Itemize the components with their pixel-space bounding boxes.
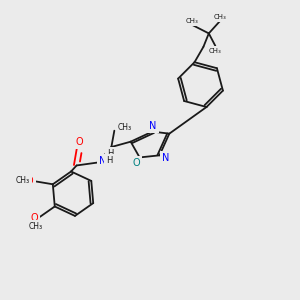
Text: N: N — [162, 153, 170, 163]
Text: N: N — [149, 121, 157, 130]
Text: O: O — [31, 213, 38, 224]
Text: H: H — [106, 157, 112, 166]
Text: CH₃: CH₃ — [214, 14, 226, 20]
Text: O: O — [26, 176, 34, 186]
Text: O: O — [76, 137, 83, 147]
Text: N: N — [99, 156, 106, 166]
Text: CH₃: CH₃ — [209, 48, 222, 54]
Text: CH₃: CH₃ — [118, 123, 132, 132]
Text: CH₃: CH₃ — [29, 222, 43, 231]
Text: H: H — [108, 149, 114, 158]
Text: CH₃: CH₃ — [15, 176, 30, 185]
Text: O: O — [132, 158, 140, 168]
Text: CH₃: CH₃ — [186, 18, 199, 24]
